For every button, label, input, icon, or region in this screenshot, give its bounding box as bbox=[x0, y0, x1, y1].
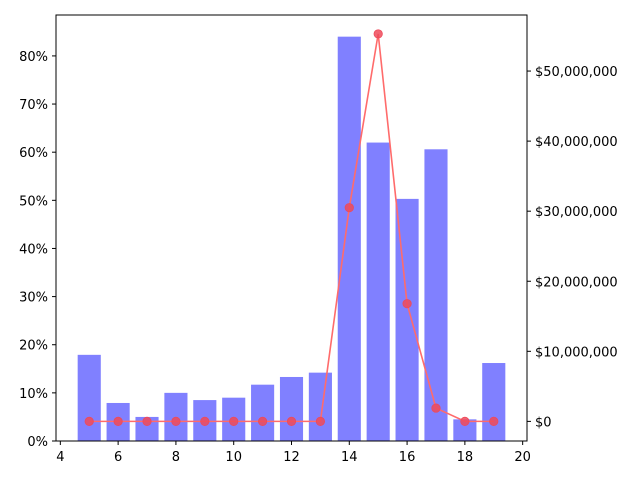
bar-12 bbox=[279, 376, 304, 441]
x-tick-label-14: 14 bbox=[341, 450, 358, 465]
line-point-5 bbox=[84, 416, 94, 426]
bar-13 bbox=[308, 372, 332, 441]
bar-19 bbox=[482, 363, 506, 441]
line-point-15 bbox=[373, 29, 383, 39]
line-point-14 bbox=[344, 203, 354, 213]
line-point-18 bbox=[460, 416, 470, 426]
line-point-16 bbox=[402, 299, 412, 309]
x-tick-label-10: 10 bbox=[225, 450, 242, 465]
line-point-6 bbox=[113, 416, 123, 426]
y-left-tick-label-4: 40% bbox=[19, 242, 48, 257]
bar-14 bbox=[337, 36, 361, 441]
x-tick-label-12: 12 bbox=[283, 450, 300, 465]
y-right-tick-label-4: $40,000,000 bbox=[535, 135, 618, 150]
line-point-12 bbox=[286, 416, 297, 426]
x-tick-label-4: 4 bbox=[56, 450, 64, 465]
x-tick-label-18: 18 bbox=[457, 450, 474, 465]
bar-11 bbox=[251, 384, 275, 441]
line-layer bbox=[84, 29, 499, 426]
y-right-tick-label-0: $0 bbox=[535, 415, 552, 430]
y-right-tick-label-5: $50,000,000 bbox=[535, 65, 618, 80]
bar-17 bbox=[424, 149, 448, 442]
line-point-7 bbox=[142, 416, 152, 426]
x-tick-label-8: 8 bbox=[172, 450, 180, 465]
y-left-tick-label-7: 70% bbox=[19, 98, 48, 113]
bar-16 bbox=[395, 198, 419, 441]
line-point-10 bbox=[229, 416, 239, 426]
y-right-tick-label-1: $10,000,000 bbox=[535, 345, 618, 360]
line-point-19 bbox=[489, 416, 499, 426]
y-left-tick-label-1: 10% bbox=[19, 387, 48, 402]
bar-15 bbox=[366, 142, 390, 441]
line-point-9 bbox=[200, 416, 210, 426]
y-right-tick-label-3: $30,000,000 bbox=[535, 205, 618, 220]
y-left-tick-label-8: 80% bbox=[19, 50, 48, 65]
y-left-tick-label-6: 60% bbox=[19, 146, 48, 161]
bar-18 bbox=[453, 419, 477, 441]
x-tick-label-16: 16 bbox=[399, 450, 416, 465]
x-tick-label-20: 20 bbox=[514, 450, 531, 465]
bar-7 bbox=[135, 416, 159, 441]
line-point-17 bbox=[431, 403, 441, 413]
y-left-tick-label-3: 30% bbox=[19, 291, 48, 306]
y-left-tick-label-0: 0% bbox=[27, 435, 48, 450]
line-point-13 bbox=[315, 416, 325, 426]
y-left-tick-label-5: 50% bbox=[19, 194, 48, 209]
bar-5 bbox=[77, 354, 101, 441]
bars-layer bbox=[77, 36, 506, 442]
y-left-tick-label-2: 20% bbox=[19, 339, 48, 354]
axes-layer: 4 6 8 10 12 14 16 18 20 0% 10% 20% 30% 40% 50% 60% 70% 80… bbox=[19, 14, 618, 465]
x-tick-label-6: 6 bbox=[114, 450, 122, 465]
line-point-8 bbox=[171, 416, 181, 426]
y-right-tick-label-2: $20,000,000 bbox=[535, 275, 618, 290]
line-point-11 bbox=[257, 416, 268, 426]
